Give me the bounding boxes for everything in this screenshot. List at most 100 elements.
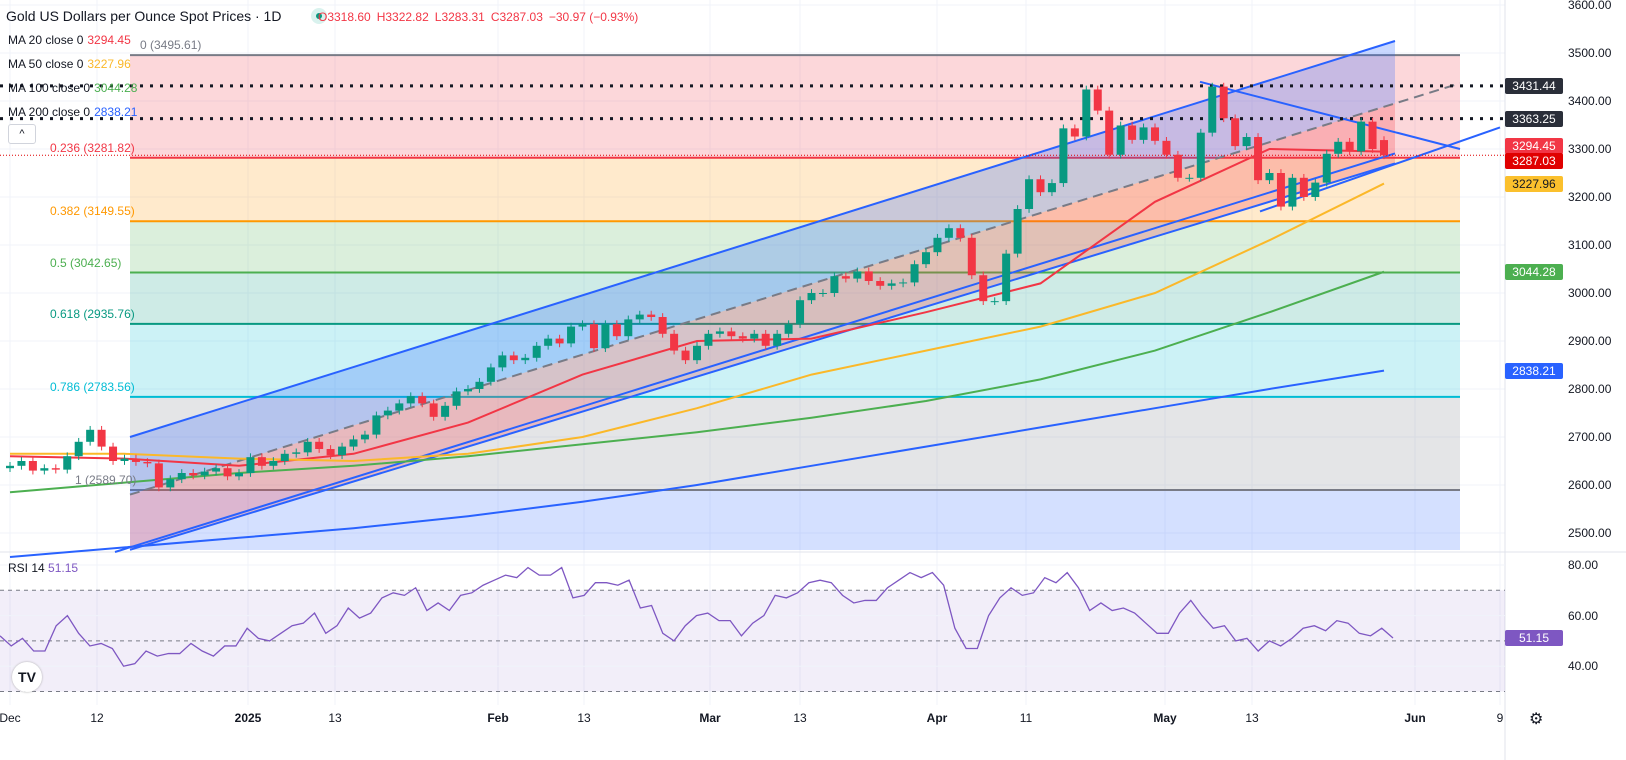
candle-body — [131, 458, 140, 462]
legend-label: MA 200 close 0 — [8, 105, 91, 119]
candle-body — [887, 283, 896, 286]
candle-body — [1105, 110, 1114, 155]
candle-body — [555, 338, 564, 344]
candle-body — [326, 449, 335, 456]
ma-line-ma20 — [9, 147, 1385, 467]
candle-body — [864, 271, 873, 281]
time-axis-label: 9 — [1496, 711, 1504, 725]
price-axis-label: 3000.00 — [1568, 286, 1612, 300]
legend-ma50[interactable]: MA 50 close 0 3227.96 — [8, 57, 131, 71]
legend-ma20[interactable]: MA 20 close 0 3294.45 — [8, 33, 131, 47]
legend-ma200[interactable]: MA 200 close 0 2838.21 — [8, 105, 137, 119]
candle-body — [17, 461, 26, 466]
candle-body — [1013, 209, 1022, 254]
candle-body — [189, 473, 198, 476]
ma-line-ma200 — [9, 369, 1385, 558]
channel-upper-line — [129, 40, 1396, 438]
candle-body — [910, 264, 919, 283]
candle-body — [922, 252, 930, 265]
candle-body — [1299, 177, 1308, 197]
time-axis-label: Apr — [926, 711, 948, 725]
price-axis-label: 2900.00 — [1568, 334, 1612, 348]
candle-body — [223, 468, 232, 477]
price-axis-label: 3400.00 — [1568, 94, 1612, 108]
candle-body — [1002, 253, 1011, 302]
candle-body — [750, 333, 759, 339]
candle-body — [1334, 141, 1343, 154]
price-tag: 3287.03 — [1505, 153, 1563, 170]
rsi-legend[interactable]: RSI 14 51.15 — [8, 561, 78, 575]
ohlc-readout: O3318.60 H3322.82 L3283.31 C3287.03 −30.97 (… — [318, 10, 644, 24]
candle-body — [51, 468, 60, 470]
candle-body — [544, 338, 553, 346]
candle-body — [372, 415, 381, 435]
candle-body — [1311, 182, 1320, 197]
price-tag: 3227.96 — [1505, 175, 1563, 192]
time-axis-label: Feb — [487, 711, 509, 725]
time-axis-label: Jun — [1404, 711, 1426, 725]
price-tag: 3363.25 — [1505, 110, 1563, 127]
candle-body — [1025, 179, 1034, 209]
candle-body — [109, 446, 118, 461]
candle-body — [429, 403, 438, 417]
fib-label-0.382: 0.382 (3149.55) — [50, 204, 135, 219]
channel-lower-extension — [114, 152, 1396, 553]
candle-body — [715, 331, 724, 334]
time-axis-label: 11 — [1019, 711, 1033, 725]
change-value: −30.97 (−0.93%) — [548, 10, 639, 24]
time-axis-label: 13 — [793, 711, 807, 725]
candle-body — [784, 324, 793, 334]
candle-body — [990, 301, 999, 303]
time-axis-label: 13 — [1245, 711, 1259, 725]
price-tag: 2838.21 — [1505, 362, 1563, 379]
fib-label-0.618: 0.618 (2935.76) — [50, 306, 135, 321]
price-axis-label: 3600.00 — [1568, 0, 1612, 12]
fib-label-1: 1 (2589.70) — [75, 472, 137, 487]
candle-body — [1082, 89, 1091, 137]
price-axis-label: 3500.00 — [1568, 46, 1612, 60]
candle-body — [177, 473, 186, 480]
candle-body — [315, 441, 324, 449]
candle-body — [727, 331, 736, 337]
chart-title: Gold US Dollars per Ounce Spot Prices · … — [6, 8, 282, 24]
legend-label: MA 50 close 0 — [8, 57, 84, 71]
candle-body — [624, 319, 633, 337]
legend-value: 3294.45 — [87, 33, 131, 47]
candle-body — [166, 479, 175, 488]
trendline-support — [1259, 126, 1501, 213]
ma-line-ma50 — [10, 182, 1385, 463]
time-axis-label: Mar — [699, 711, 721, 725]
candle-body — [1380, 140, 1388, 156]
rsi-axis-label: 40.00 — [1568, 659, 1599, 674]
candle-body — [452, 391, 461, 406]
candle-body — [704, 333, 713, 346]
legend-ma100[interactable]: MA 100 close 0 3044.28 — [8, 81, 137, 95]
price-tag: 3044.28 — [1505, 263, 1563, 280]
candle-body — [578, 324, 587, 327]
candle-body — [257, 457, 266, 466]
candle-body — [292, 452, 301, 454]
candle-body — [1219, 86, 1228, 119]
candle-body — [967, 237, 976, 276]
candle-body — [807, 293, 816, 301]
candle-body — [1116, 125, 1125, 155]
rsi-axis-label: 60.00 — [1568, 608, 1599, 623]
candle-body — [589, 324, 598, 349]
collapse-legend-button[interactable]: ^ — [8, 124, 36, 144]
candle-body — [28, 461, 37, 471]
candle-body — [475, 381, 484, 389]
tradingview-logo[interactable]: TV — [12, 662, 42, 692]
price-axis-label: 3100.00 — [1568, 238, 1612, 252]
candle-body — [200, 471, 209, 476]
settings-gear-icon[interactable]: ⚙ — [1529, 711, 1544, 728]
time-axis-label: 2025 — [234, 711, 262, 725]
channel-upper-fill — [130, 41, 1395, 495]
candle-body — [97, 429, 106, 447]
candle-body — [418, 396, 427, 404]
candle-body — [360, 434, 369, 440]
candle-body — [1036, 179, 1045, 193]
candle-body — [681, 350, 690, 361]
candle-body — [658, 317, 667, 334]
trendline-resistance — [1199, 80, 1461, 150]
